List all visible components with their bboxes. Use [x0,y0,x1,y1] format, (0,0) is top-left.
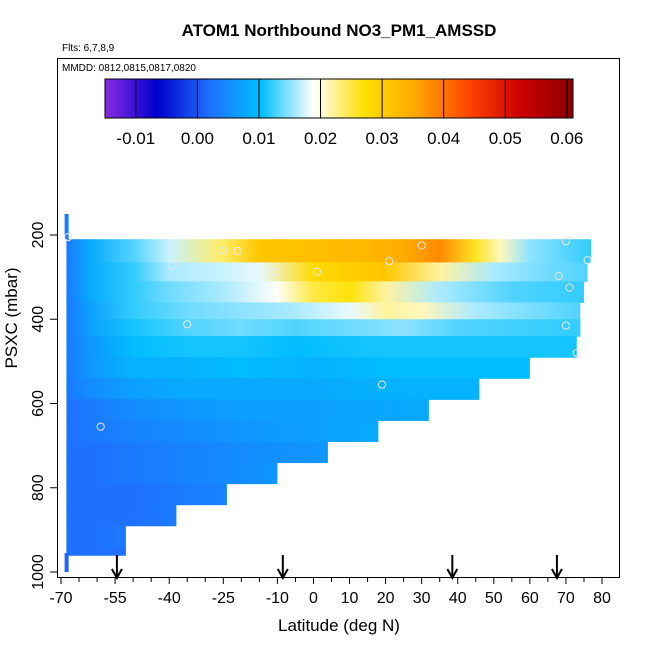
x-tick-label: 60 [521,590,539,607]
sample-point [233,246,242,256]
sample-point [583,256,592,265]
profile-arrow [446,555,459,581]
colorbar-tick-label: 0.04 [427,129,460,148]
heatmap-row [66,420,379,443]
colorbar-tick-label: 0.01 [242,129,275,148]
x-tick-label: -70 [49,590,72,607]
profile-arrow [551,555,563,581]
sample-point [96,422,105,431]
x-tick-label: 50 [485,590,503,607]
sample-point [312,267,322,276]
heatmap-row [66,336,577,358]
colorbar-tick-label: 0.06 [550,129,583,148]
heatmap-row [66,462,278,485]
heatmap-row [66,262,588,282]
heatmap-row [66,302,581,320]
sample-point [269,267,278,276]
x-tick-label: 40 [449,590,467,607]
sample-point [417,241,426,250]
heatmap-edge-strip [64,213,69,240]
profile-arrow [111,555,123,581]
sample-point [219,246,228,255]
x-tick-label: -40 [158,590,181,607]
y-tick-label: 400 [30,306,47,333]
heatmap-row [66,281,584,303]
sample-point [183,320,192,329]
y-axis-label: PSXC (mbar) [2,267,21,368]
flights-label: Flts: 6,7,8,9 [62,43,115,54]
sample-point [460,272,470,281]
x-tick-label: -10 [266,590,289,607]
x-tick-label: 80 [593,590,611,607]
profile-arrows [111,555,563,581]
y-tick-label: 600 [30,390,47,417]
sample-point [561,237,571,246]
colorbar-tick-label: 0.05 [489,129,522,148]
sample-points [64,233,592,431]
colorbar: -0.01 0.00 0.01 0.02 0.03 0.04 0.05 0.06 [104,78,583,148]
heatmap-row [66,319,581,337]
x-tick-label: 20 [377,590,395,607]
colorbar-tick-label: 0.02 [304,129,337,148]
x-tick-label: 70 [557,590,575,607]
sample-point [64,233,73,242]
profile-arrow [276,555,289,581]
x-tick-label: -55 [104,590,127,607]
y-tick-label: 1000 [30,554,47,590]
heatmap-row [66,357,530,379]
heatmap-row [66,483,227,506]
y-tick-label: 800 [30,474,47,501]
sample-point [377,380,387,389]
colorbar-tick-label: 0.03 [366,129,399,148]
sample-point [572,348,581,358]
x-axis-label: Latitude (deg N) [278,616,400,635]
heatmap-row [66,546,126,556]
x-tick-label: -25 [212,590,235,607]
sample-point [385,257,394,266]
x-tick-label: 10 [341,590,359,607]
heatmap-row [66,378,480,400]
x-tick-label: 0 [309,590,318,607]
y-axis: 200 400 600 800 1000 [30,222,57,590]
heatmap-edge-strip [64,553,69,572]
heatmap-row [66,504,177,527]
x-tick-label: 30 [413,590,431,607]
colorbar-tick-label: -0.01 [116,129,155,148]
plot-frame [57,58,620,578]
heatmap-row [66,525,126,548]
sample-point [561,321,571,330]
heatmap-row [66,239,592,263]
colorbar-ramp [104,78,574,119]
heatmap-row [66,441,328,464]
heatmap-row [66,399,429,421]
dates-label: MMDD: 0812,0815,0817,0820 [62,63,196,74]
y-tick-label: 200 [30,222,47,249]
chart-title: ATOM1 Northbound NO3_PM1_AMSSD [182,21,497,40]
sample-point [565,283,574,292]
sample-point [554,272,563,281]
x-axis: -70 -55 -40 -25 -10 0 10 20 30 40 50 60 70 80 [49,577,611,607]
colorbar-tick-label: 0.00 [181,129,214,148]
heatmap-cells [64,213,592,572]
sample-point [168,261,177,270]
